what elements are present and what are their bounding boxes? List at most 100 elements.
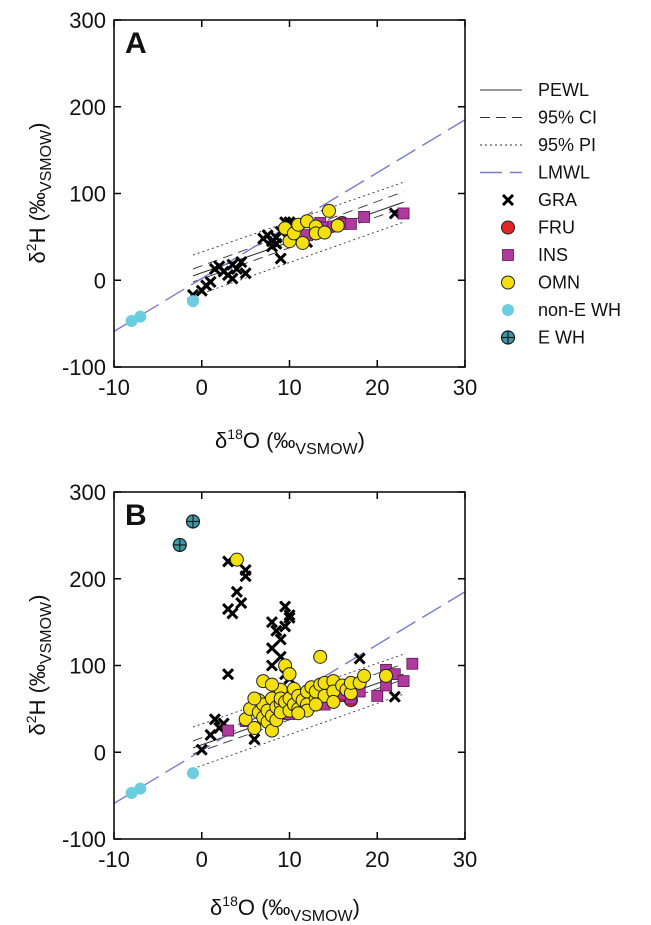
ins-point: [406, 657, 419, 670]
x-tick-label: 10: [277, 375, 301, 400]
x-tick-label: 20: [365, 847, 389, 872]
legend-ins-label: INS: [538, 245, 568, 265]
y-tick-label: -100: [62, 827, 106, 852]
omn-point: [317, 225, 332, 240]
gra-point: [235, 255, 248, 269]
y-tick-label: 300: [69, 8, 106, 33]
gra-point: [274, 252, 287, 265]
omn-point: [295, 235, 310, 250]
omn-point: [264, 677, 279, 692]
legend-omn-marker: [501, 275, 515, 290]
gra-point: [208, 713, 221, 726]
omn-point: [313, 649, 328, 664]
panel-a-x-axis-title: δ18O (‰VSMOW): [215, 426, 365, 458]
gra-point: [283, 611, 296, 624]
lmwl-line: [114, 119, 465, 333]
panel-b-y-axis-title: δ2H (‰VSMOW): [23, 595, 55, 736]
y-tick-label: 200: [69, 567, 106, 592]
panel-b-points: [125, 514, 419, 800]
x-tick-label: 30: [453, 847, 477, 872]
gra-point: [248, 733, 261, 746]
legend-ins-marker: [502, 249, 514, 261]
ci-lower-line: [192, 678, 404, 755]
y-tick-label: 200: [69, 95, 106, 120]
omn-point: [247, 691, 262, 706]
x-tick-label: -10: [98, 375, 130, 400]
gra-point: [230, 262, 243, 276]
omn-point: [291, 706, 306, 721]
gra-point: [239, 267, 252, 280]
pi-lower-line: [192, 221, 404, 298]
ins-point: [222, 724, 234, 737]
y-tick-label: 0: [94, 268, 106, 293]
legend-gra-label: GRA: [538, 190, 577, 210]
ins-point: [397, 675, 410, 688]
gra-point: [279, 600, 292, 613]
pi-lower-line: [192, 693, 404, 770]
y-tick-label: 300: [69, 480, 106, 505]
omn-point: [326, 694, 341, 709]
omn-point: [379, 668, 394, 683]
gra-point: [353, 652, 366, 665]
non-e-wh-point: [186, 767, 199, 780]
x-tick-label: 0: [196, 375, 208, 400]
gra-point: [230, 585, 243, 598]
gra-point: [388, 690, 401, 703]
legend-ewh-label: E WH: [538, 328, 585, 348]
x-tick-label: -10: [98, 847, 130, 872]
non-e-wh-point: [134, 310, 147, 323]
gra-point: [270, 237, 283, 250]
legend-pi-label: 95% PI: [538, 135, 596, 155]
gra-point: [265, 616, 279, 629]
y-tick-label: -100: [62, 355, 106, 380]
gra-point: [265, 659, 279, 672]
gra-point: [270, 624, 283, 637]
gra-point: [226, 272, 239, 285]
y-tick-label: 0: [94, 740, 106, 765]
legend-omn-label: OMN: [538, 273, 580, 293]
ins-point: [397, 207, 410, 220]
x-tick-label: 0: [196, 847, 208, 872]
gra-point: [222, 668, 235, 681]
gra-point: [265, 642, 279, 655]
legend-pewl-label: PEWL: [538, 80, 589, 100]
ins-point: [371, 689, 384, 702]
omn-point: [308, 697, 323, 712]
omn-point: [357, 668, 372, 683]
legend-nonewh-label: non-E WH: [538, 300, 621, 320]
non-e-wh-point: [186, 295, 199, 308]
x-tick-label: 20: [365, 375, 389, 400]
lmwl-line: [114, 591, 465, 805]
legend-fru-label: FRU: [538, 218, 575, 238]
legend-gra-marker: [501, 193, 515, 207]
panel-a-points: [125, 203, 410, 328]
y-tick-label: 100: [69, 182, 106, 207]
ins-point: [345, 217, 357, 230]
panel-a-y-axis-title: δ2H (‰VSMOW): [23, 123, 55, 264]
gra-point: [239, 570, 252, 583]
gra-point: [226, 607, 239, 620]
y-tick-label: 100: [69, 654, 106, 679]
omn-point: [330, 218, 345, 233]
x-tick-label: 10: [277, 847, 301, 872]
gra-point: [235, 596, 248, 610]
panel-a-letter: A: [125, 27, 147, 60]
gra-point: [283, 609, 296, 622]
x-tick-label: 30: [453, 375, 477, 400]
e-wh-point: [185, 514, 201, 529]
legend-fru-marker: [501, 220, 515, 235]
legend-lmwl-label: LMWL: [538, 163, 590, 183]
legend: PEWL 95% CI 95% PI LMWL GRA FRU INS OMN non-E WH…: [480, 80, 621, 348]
omn-point: [229, 552, 244, 567]
omn-point: [282, 667, 297, 682]
panel-b-letter: B: [125, 499, 147, 532]
gra-point: [274, 633, 287, 646]
gra-point: [195, 743, 208, 756]
e-wh-point: [172, 537, 187, 553]
ins-point: [358, 211, 370, 223]
